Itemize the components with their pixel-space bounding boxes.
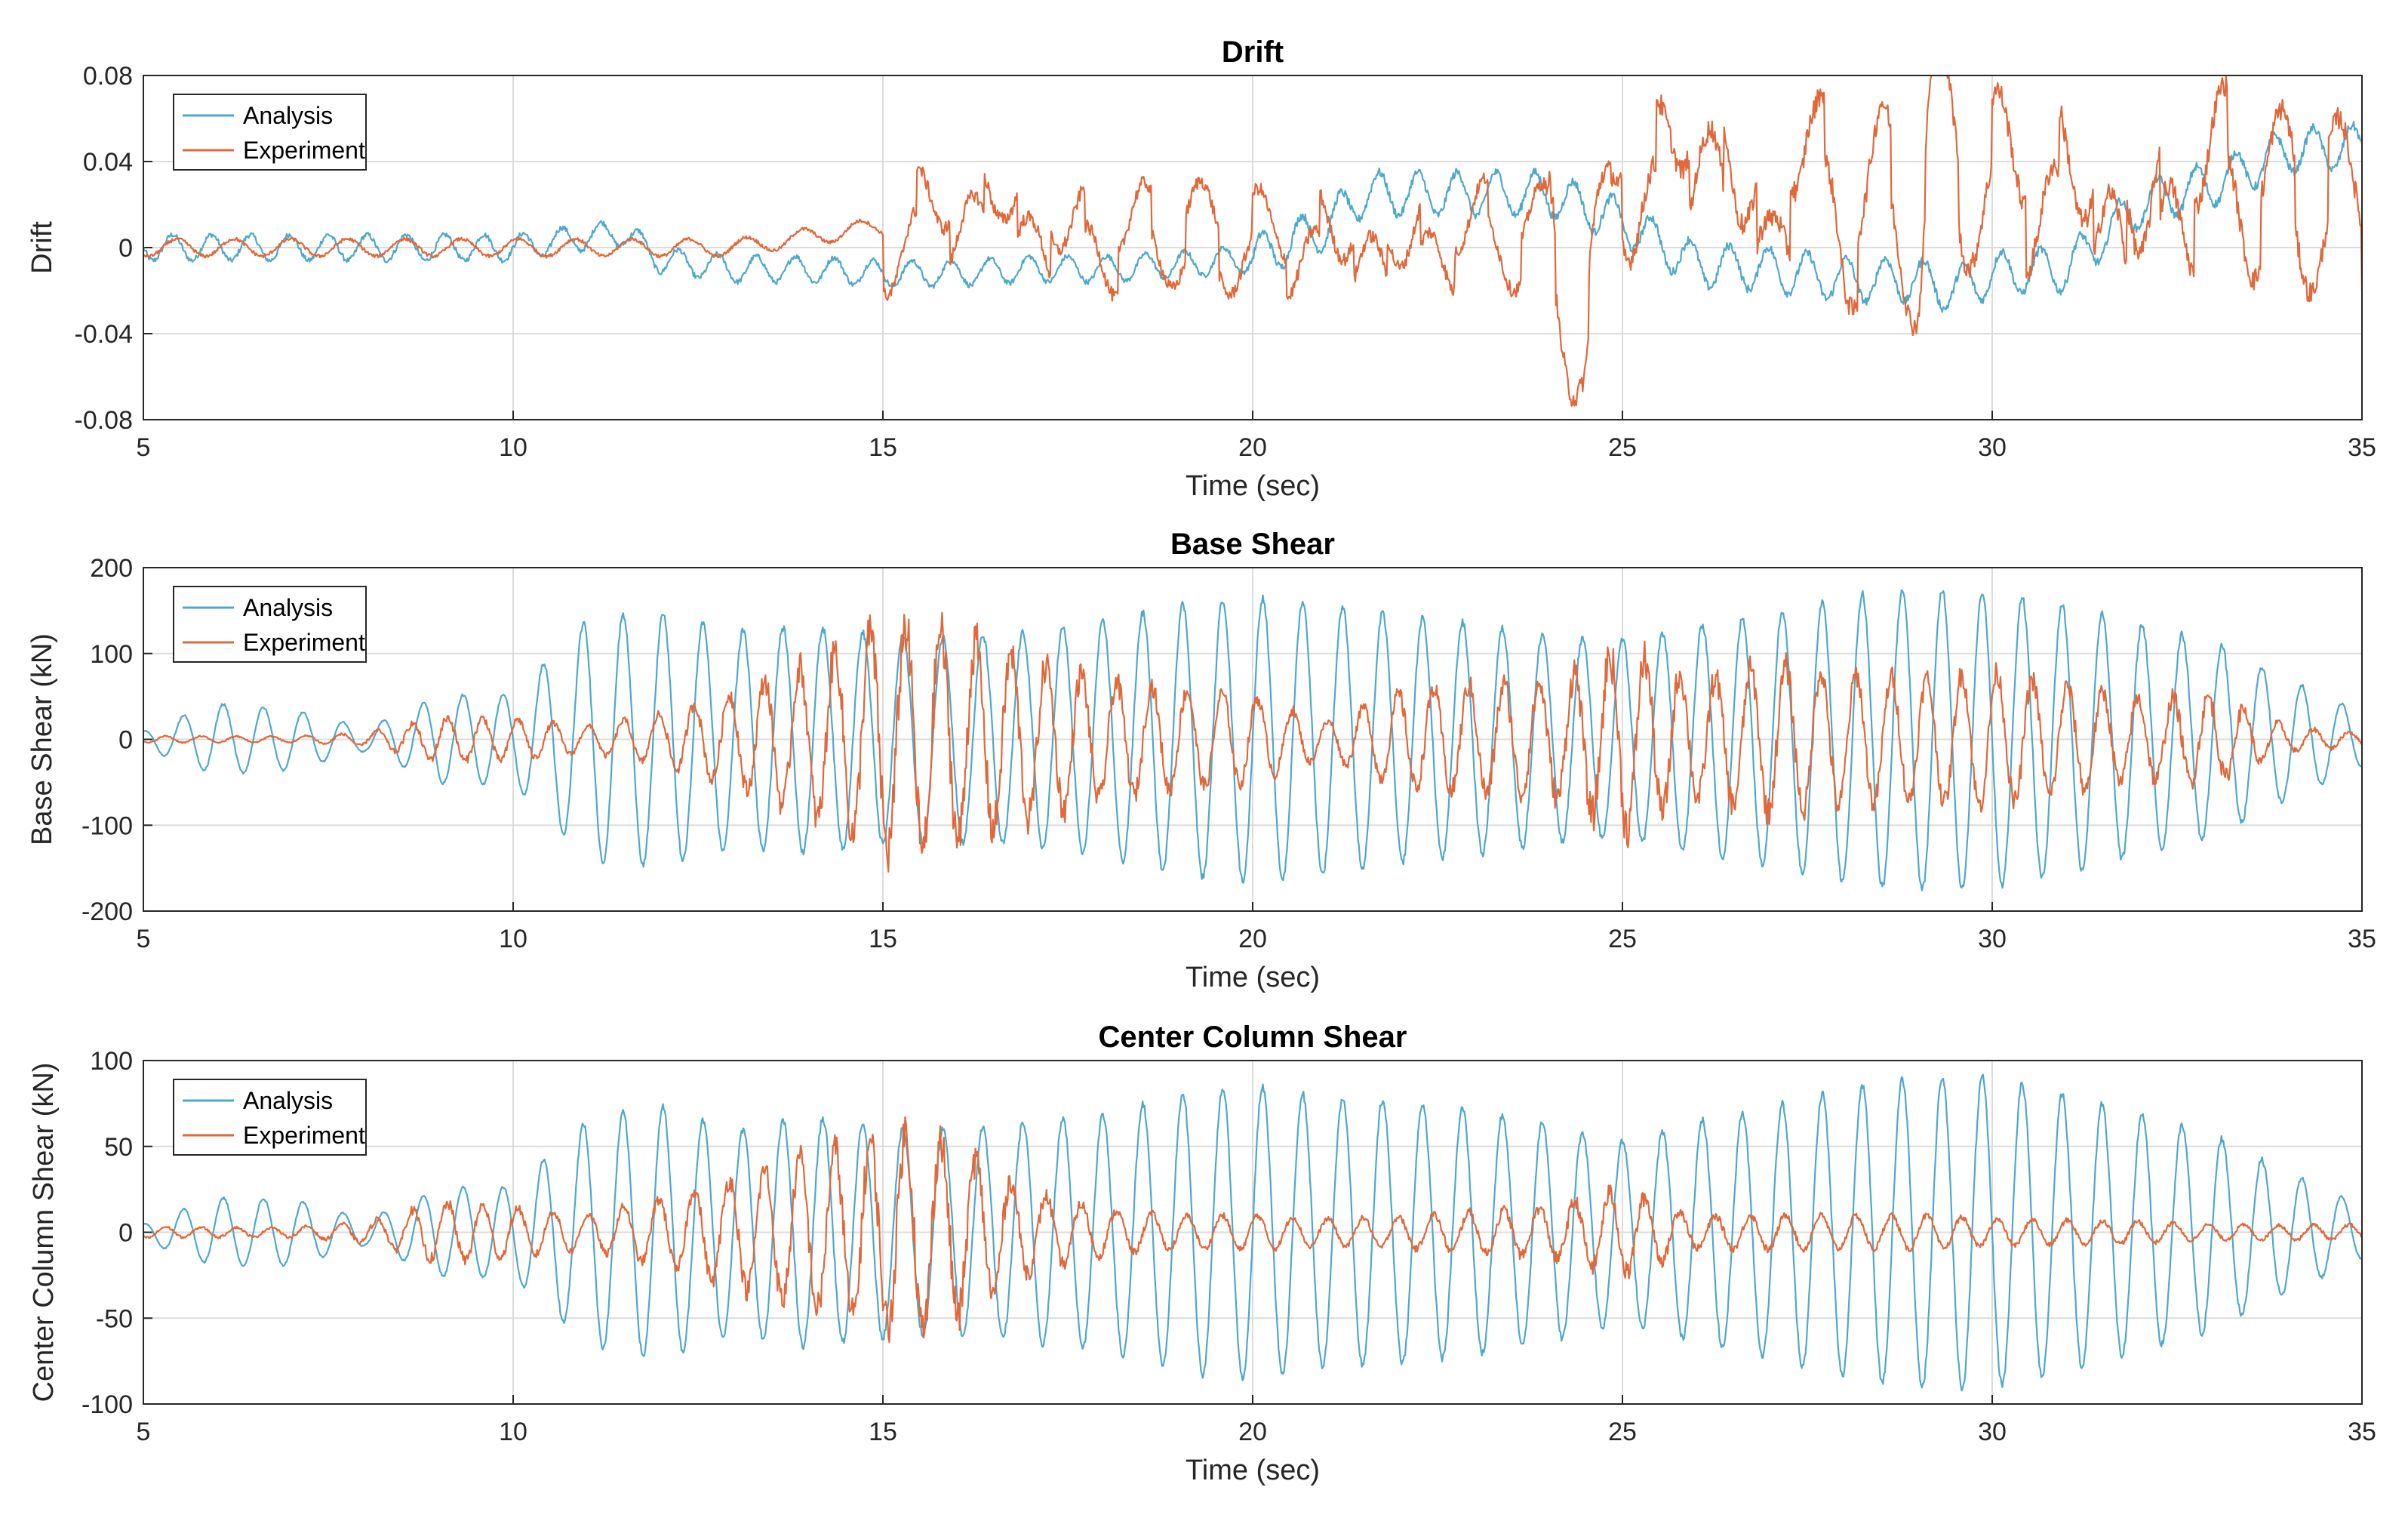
legend-box: [173, 94, 367, 171]
series-line-analysis: [143, 121, 2362, 313]
x-axis-label: Time (sec): [1186, 470, 1320, 502]
series-line-experiment: [143, 611, 2362, 873]
series-line-analysis: [143, 589, 2362, 891]
x-tick-label: 10: [499, 433, 527, 462]
x-tick-label: 15: [869, 433, 897, 462]
legend-label-experiment: Experiment: [243, 137, 365, 164]
legend: Analysis Experiment: [173, 586, 367, 663]
x-tick-label: 15: [869, 925, 897, 953]
y-axis-label: Center Column Shear (kN): [28, 1063, 60, 1402]
x-tick-label: 35: [2348, 433, 2376, 462]
y-tick-label: -200: [81, 898, 133, 926]
chart-title: Center Column Shear: [1099, 1021, 1407, 1054]
legend-label-analysis: Analysis: [243, 594, 333, 621]
series-line-experiment: [143, 1116, 2362, 1344]
y-tick-label: 50: [104, 1133, 133, 1162]
x-tick-label: 20: [1238, 1418, 1267, 1446]
y-tick-label: 0: [118, 726, 133, 755]
y-tick-label: 0.08: [83, 62, 133, 91]
chart-panel-3: 5 10 15 20 25 30 35 100 50 0 -50 -100 Center Column …: [28, 1021, 2376, 1486]
y-tick-label: 0: [118, 234, 133, 263]
y-tick-label: -0.08: [75, 406, 134, 435]
x-axis-label: Time (sec): [1186, 1455, 1320, 1486]
x-tick-label: 20: [1238, 925, 1267, 953]
y-tick-label: -100: [81, 1390, 133, 1419]
x-tick-label: 5: [137, 433, 151, 462]
legend: Analysis Experiment: [173, 94, 367, 171]
axes-frame: [143, 1060, 2363, 1405]
chart-panel-1: 5 10 15 20 25 30 35 0.08 0.04 0 -0.04 -0.08 Drift Tim…: [26, 35, 2376, 502]
y-axis-label: Drift: [26, 221, 58, 274]
chart-title: Base Shear: [1170, 528, 1335, 561]
y-axis-label: Base Shear (kN): [26, 633, 58, 845]
axes-frame: [143, 75, 2363, 420]
y-tick-label: -50: [96, 1304, 133, 1333]
y-tick-label: 200: [90, 554, 133, 583]
x-tick-label: 5: [137, 925, 151, 953]
series-line-experiment: [143, 75, 2362, 407]
legend: Analysis Experiment: [173, 1079, 367, 1156]
x-tick-label: 35: [2348, 925, 2376, 953]
y-tick-label: -0.04: [75, 320, 134, 349]
axes-frame: [143, 567, 2363, 912]
x-tick-label: 35: [2348, 1418, 2376, 1446]
legend-label-experiment: Experiment: [243, 629, 365, 656]
y-tick-label: 100: [90, 640, 133, 669]
x-tick-label: 25: [1608, 925, 1637, 953]
x-tick-label: 10: [499, 925, 527, 953]
chart-title: Drift: [1222, 35, 1284, 69]
x-tick-label: 30: [1978, 1418, 2007, 1446]
y-tick-label: 100: [90, 1047, 133, 1076]
x-tick-label: 30: [1978, 925, 2007, 953]
x-tick-label: 30: [1978, 433, 2007, 462]
y-tick-label: 0.04: [83, 148, 133, 177]
y-tick-label: 0: [118, 1219, 133, 1248]
legend-label-analysis: Analysis: [243, 1087, 333, 1114]
x-tick-label: 10: [499, 1418, 527, 1446]
x-tick-label: 25: [1608, 433, 1637, 462]
legend-box: [173, 1079, 367, 1156]
x-tick-label: 20: [1238, 433, 1267, 462]
x-tick-label: 25: [1608, 1418, 1637, 1446]
legend-label-analysis: Analysis: [243, 102, 333, 129]
y-tick-label: -100: [81, 811, 133, 840]
x-tick-label: 15: [869, 1418, 897, 1446]
x-axis-label: Time (sec): [1186, 962, 1320, 993]
legend-box: [173, 586, 367, 663]
legend-label-experiment: Experiment: [243, 1122, 365, 1149]
chart-panel-2: 5 10 15 20 25 30 35 200 100 0 -100 -200 Base Shear Ti…: [26, 528, 2376, 993]
x-tick-label: 5: [137, 1418, 151, 1446]
series-line-analysis: [143, 1073, 2362, 1392]
